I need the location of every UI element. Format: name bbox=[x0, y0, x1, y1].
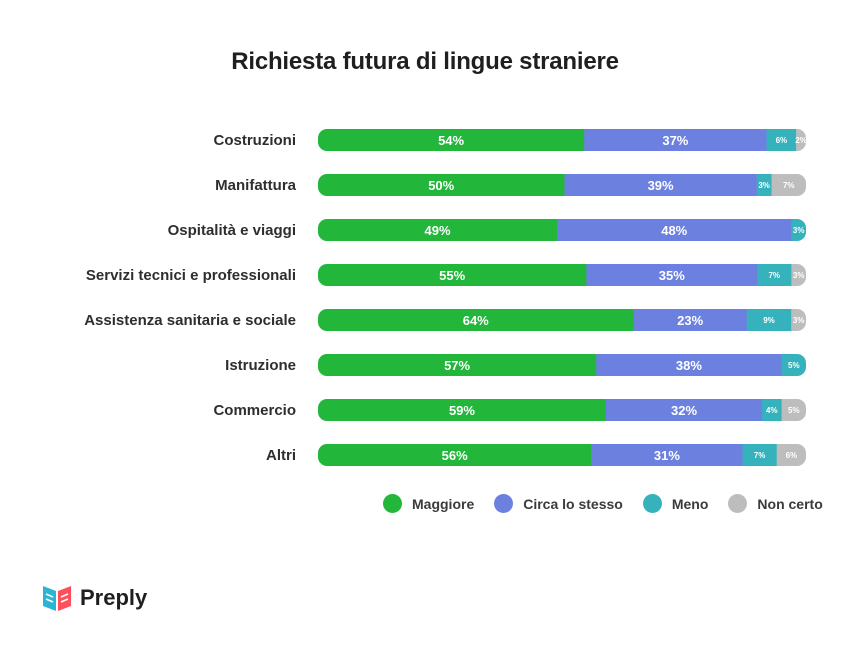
legend-label: Maggiore bbox=[412, 495, 475, 512]
bar-row bbox=[318, 264, 806, 286]
bar-segment bbox=[584, 129, 768, 151]
brand-name: Preply bbox=[80, 585, 148, 610]
legend-swatch bbox=[383, 494, 402, 513]
bar-segment bbox=[756, 174, 772, 196]
data-label: 6% bbox=[776, 136, 788, 145]
category-label: Altri bbox=[266, 447, 296, 464]
chart-title: Richiesta futura di lingue straniere bbox=[231, 48, 619, 75]
bar-segment bbox=[781, 399, 806, 421]
data-label: 3% bbox=[793, 316, 805, 325]
data-label: 3% bbox=[793, 271, 805, 280]
legend-item-non-certo: Non certo bbox=[728, 494, 823, 513]
bar-segment bbox=[318, 354, 597, 376]
data-label: 32% bbox=[671, 403, 697, 418]
data-label: 31% bbox=[654, 448, 680, 463]
category-label: Assistenza sanitaria e sociale bbox=[84, 312, 296, 329]
bar-segment bbox=[781, 354, 806, 376]
legend-label: Non certo bbox=[757, 495, 823, 512]
bar-row bbox=[318, 444, 806, 466]
bar-row bbox=[318, 174, 806, 196]
category-label: Istruzione bbox=[225, 357, 296, 374]
legend-item-circa-lo-stesso: Circa lo stesso bbox=[494, 494, 623, 513]
category-label: Manifattura bbox=[215, 177, 296, 194]
bar-segment bbox=[318, 129, 585, 151]
data-label: 56% bbox=[442, 448, 468, 463]
bar-segment bbox=[771, 174, 806, 196]
bar-segment bbox=[757, 264, 792, 286]
bar-row bbox=[318, 354, 806, 376]
data-label: 48% bbox=[661, 223, 687, 238]
bar-row bbox=[318, 399, 806, 421]
data-label: 2% bbox=[795, 136, 807, 145]
data-label: 54% bbox=[438, 133, 464, 148]
data-label: 23% bbox=[677, 313, 703, 328]
data-label: 5% bbox=[788, 361, 800, 370]
preply-logo: Preply bbox=[42, 584, 147, 612]
data-label: 57% bbox=[444, 358, 470, 373]
bar-row bbox=[318, 219, 806, 241]
data-label: 7% bbox=[768, 271, 780, 280]
bar-segment bbox=[318, 399, 607, 421]
bar-segment bbox=[564, 174, 758, 196]
data-label: 5% bbox=[788, 406, 800, 415]
bar-segment bbox=[557, 219, 792, 241]
legend-swatch bbox=[642, 494, 662, 513]
data-label: 38% bbox=[676, 358, 702, 373]
data-label: 49% bbox=[425, 223, 451, 238]
data-label: 35% bbox=[659, 268, 685, 283]
bar-segment bbox=[791, 264, 806, 286]
bar-segment bbox=[605, 399, 763, 421]
bar-segment bbox=[318, 219, 558, 241]
legend-label: Meno bbox=[671, 495, 709, 512]
bar-segment bbox=[791, 309, 806, 331]
bar-segment bbox=[318, 264, 587, 286]
legend-swatch bbox=[494, 494, 514, 513]
data-label: 3% bbox=[758, 181, 770, 190]
bar-segment bbox=[586, 264, 758, 286]
bar-segment bbox=[318, 309, 634, 331]
legend-swatch bbox=[728, 494, 748, 513]
bar-segment bbox=[596, 354, 783, 376]
bar-segment bbox=[791, 219, 806, 241]
bar-segment bbox=[766, 129, 797, 151]
bar-segment bbox=[633, 309, 748, 331]
bar-segment bbox=[796, 129, 806, 151]
category-label: Costruzioni bbox=[214, 132, 297, 149]
bar-segment bbox=[318, 174, 565, 196]
category-label: Servizi tecnici e professionali bbox=[86, 267, 296, 284]
data-label: 6% bbox=[786, 451, 798, 460]
chart-legend: Maggiore Circa lo stesso Meno Non certo bbox=[383, 494, 823, 513]
category-label: Ospitalità e viaggi bbox=[168, 222, 296, 239]
bar-segment bbox=[742, 444, 778, 466]
bar-segment bbox=[591, 444, 744, 466]
bar-segment bbox=[776, 444, 806, 466]
bar-segment bbox=[318, 444, 592, 466]
legend-item-meno: Meno bbox=[642, 494, 709, 513]
data-label: 37% bbox=[662, 133, 688, 148]
data-label: 55% bbox=[439, 268, 465, 283]
data-label: 50% bbox=[428, 178, 454, 193]
data-label: 59% bbox=[449, 403, 475, 418]
bar-segment bbox=[746, 309, 792, 331]
preply-book-icon bbox=[43, 586, 71, 611]
category-label: Commercio bbox=[213, 402, 296, 419]
data-label: 4% bbox=[766, 406, 778, 415]
data-label: 64% bbox=[463, 313, 489, 328]
bar-row bbox=[318, 309, 806, 331]
bar-row bbox=[318, 129, 806, 151]
legend-label: Circa lo stesso bbox=[523, 495, 623, 512]
legend-item-maggiore: Maggiore bbox=[383, 494, 474, 513]
data-label: 7% bbox=[754, 451, 766, 460]
data-label: 39% bbox=[648, 178, 674, 193]
data-label: 7% bbox=[783, 181, 795, 190]
bar-segment bbox=[762, 399, 783, 421]
data-label: 3% bbox=[793, 226, 805, 235]
data-label: 9% bbox=[763, 316, 775, 325]
